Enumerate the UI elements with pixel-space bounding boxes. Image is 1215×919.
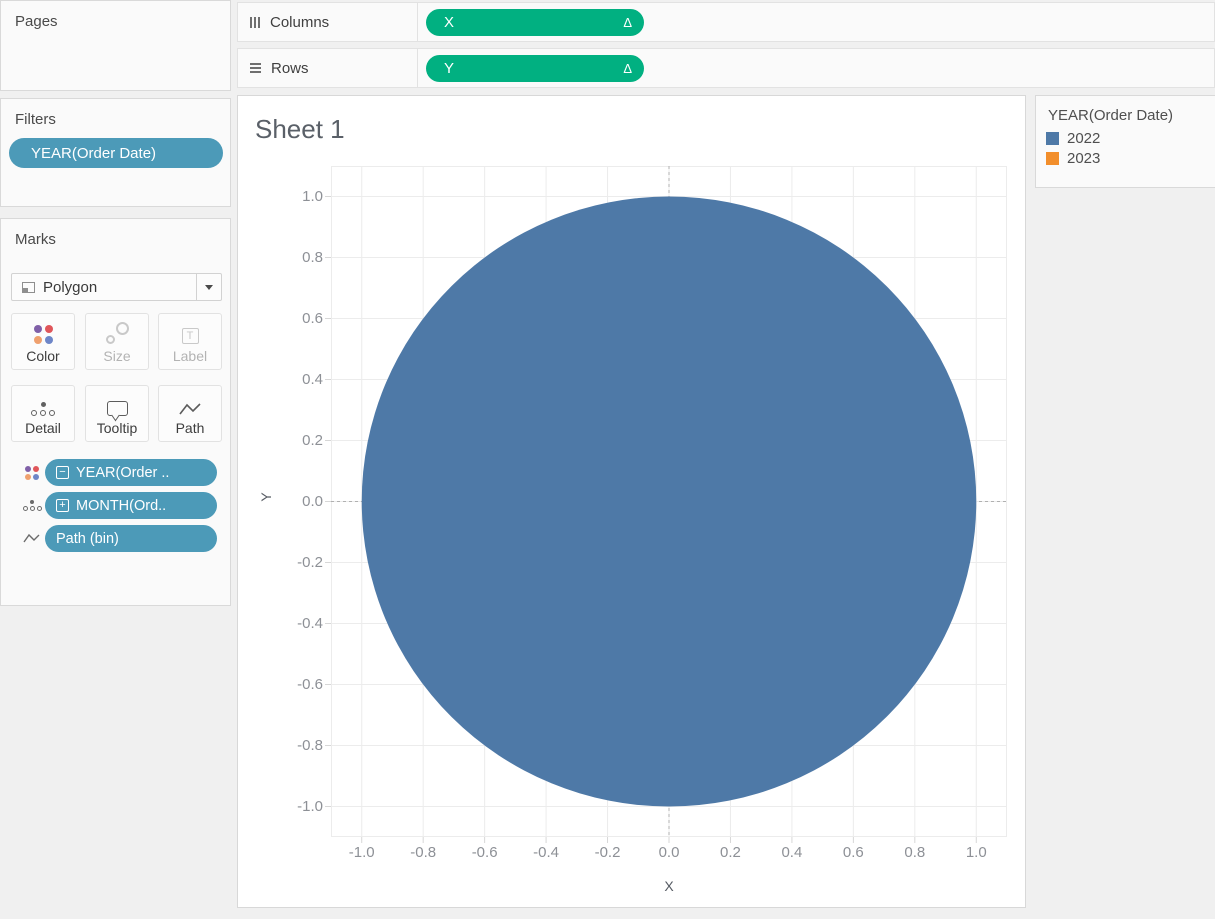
color-button[interactable]: Color	[11, 313, 75, 370]
mark-type-dropdown-button[interactable]	[196, 274, 221, 300]
columns-shelf-label-zone: Columns	[238, 3, 418, 41]
worksheet-canvas[interactable]: Sheet 1 -1.0 -0.8 -0.6 -0.4 -0.2 0.0 0.2 0.4 0.6…	[237, 95, 1026, 908]
size-button-label: Size	[103, 348, 131, 364]
x-tick-label: 0.2	[720, 844, 741, 861]
y-tick-label: 0.4	[302, 370, 323, 388]
path-line-icon	[178, 403, 201, 415]
x-tick-label: 0.4	[781, 844, 803, 861]
pill-path-bin[interactable]: Path (bin)	[45, 525, 217, 552]
pill-month-order-date[interactable]: + MONTH(Ord..	[45, 492, 217, 519]
rows-shelf-label-zone: Rows	[238, 49, 418, 87]
columns-pill-x[interactable]: X Δ	[426, 8, 644, 36]
marks-pill-row: − YEAR(Order ..	[1, 459, 232, 486]
collapse-box-icon[interactable]: −	[56, 466, 69, 479]
y-tick-label: 0.6	[302, 309, 323, 327]
rows-shelf[interactable]: Rows Y Δ	[237, 48, 1215, 88]
marks-title: Marks	[15, 231, 56, 248]
color-dots-icon	[33, 325, 53, 344]
tooltip-button[interactable]: Tooltip	[85, 385, 149, 442]
x-axis-title: X	[664, 878, 674, 894]
mark-type-value: Polygon	[43, 278, 98, 296]
pill-year-order-date[interactable]: − YEAR(Order ..	[45, 459, 217, 486]
color-button-label: Color	[26, 348, 60, 364]
filters-title: Filters	[15, 111, 56, 128]
delta-icon: Δ	[623, 14, 632, 30]
tooltip-bubble-icon	[106, 401, 128, 416]
label-button[interactable]: T Label	[158, 313, 222, 370]
legend-label: 2022	[1067, 130, 1101, 147]
label-button-label: Label	[172, 348, 208, 364]
rows-icon	[250, 63, 261, 73]
sheet-title: Sheet 1	[255, 114, 345, 144]
chevron-down-icon	[205, 284, 213, 290]
expand-box-icon[interactable]: +	[56, 499, 69, 512]
y-tick-label: 0.2	[302, 431, 323, 449]
filter-pill-text: YEAR(Order Date)	[31, 144, 157, 162]
polygon-mark-icon	[22, 281, 35, 293]
text-label-icon: T	[181, 328, 199, 344]
legend-item-2022[interactable]: 2022	[1036, 130, 1215, 150]
columns-pill-text: X	[444, 13, 455, 31]
detail-dots-icon	[19, 500, 45, 511]
path-line-icon	[19, 533, 45, 544]
x-tick-label: -0.8	[410, 844, 437, 861]
y-axis-title: Y	[258, 492, 274, 502]
y-tick-label: -0.6	[297, 675, 323, 693]
y-tick-label: -0.8	[297, 736, 323, 754]
x-tick-label: -0.2	[594, 844, 621, 861]
x-tick-label: -0.4	[533, 844, 559, 861]
mark-type-dropdown[interactable]: Polygon	[11, 273, 222, 301]
x-tick-label: 1.0	[965, 844, 987, 861]
filter-pill-year-order-date[interactable]: YEAR(Order Date)	[9, 138, 223, 168]
filters-shelf-card[interactable]: Filters YEAR(Order Date)	[0, 98, 231, 207]
x-tick-label: -0.6	[471, 844, 498, 861]
y-tick-label: -0.2	[297, 553, 323, 571]
plot-area-svg[interactable]	[325, 166, 1007, 843]
legend-swatch-blue	[1046, 132, 1059, 145]
pages-shelf-card[interactable]: Pages	[0, 0, 231, 91]
rows-pill-text: Y	[444, 59, 455, 77]
y-tick-label: 1.0	[302, 187, 323, 205]
pages-title: Pages	[15, 13, 58, 30]
color-legend[interactable]: YEAR(Order Date) 2022 2023	[1035, 95, 1215, 188]
x-tick-label: -1.0	[348, 844, 375, 861]
pill-text: YEAR(Order ..	[76, 464, 170, 481]
y-tick-label: -0.4	[297, 614, 323, 632]
y-tick-label: 0.8	[302, 248, 323, 266]
x-tick-label: 0.0	[658, 844, 680, 861]
detail-button-label: Detail	[25, 420, 61, 436]
marks-card: Marks Polygon Color Size T Label Detail …	[0, 218, 231, 606]
pill-text: Path (bin)	[56, 530, 119, 547]
legend-title: YEAR(Order Date)	[1048, 107, 1174, 124]
path-button-label: Path	[175, 420, 205, 436]
y-tick-label: 0.0	[302, 492, 323, 510]
marks-pill-row: Path (bin)	[1, 525, 232, 552]
detail-dots-icon	[31, 402, 55, 416]
detail-button[interactable]: Detail	[11, 385, 75, 442]
columns-icon	[250, 16, 260, 28]
x-tick-label: 0.8	[904, 844, 926, 861]
rows-shelf-label: Rows	[271, 59, 309, 77]
marks-pill-row: + MONTH(Ord..	[1, 492, 232, 519]
size-circles-icon	[105, 322, 129, 344]
x-tick-label: 0.6	[842, 844, 864, 861]
path-button[interactable]: Path	[158, 385, 222, 442]
y-tick-label: -1.0	[297, 797, 323, 815]
legend-item-2023[interactable]: 2023	[1036, 150, 1215, 170]
pill-text: MONTH(Ord..	[76, 497, 167, 514]
rows-pill-y[interactable]: Y Δ	[426, 54, 644, 82]
tooltip-button-label: Tooltip	[96, 420, 138, 436]
color-dots-icon	[19, 465, 45, 480]
columns-shelf[interactable]: Columns X Δ	[237, 2, 1215, 42]
size-button[interactable]: Size	[85, 313, 149, 370]
columns-shelf-label: Columns	[270, 13, 330, 31]
legend-label: 2023	[1067, 150, 1101, 167]
delta-icon: Δ	[623, 60, 632, 76]
legend-swatch-orange	[1046, 152, 1059, 165]
